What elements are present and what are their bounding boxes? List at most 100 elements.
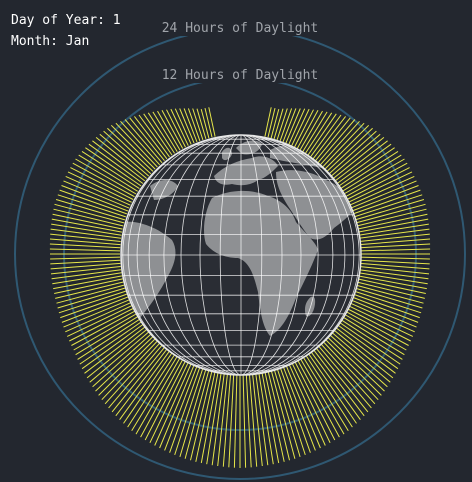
daylight-ray bbox=[315, 117, 351, 162]
daylight-ray bbox=[77, 318, 140, 360]
daylight-ray bbox=[134, 116, 168, 160]
daylight-ray bbox=[50, 233, 121, 242]
daylight-ray bbox=[270, 108, 280, 139]
daylight-ray bbox=[135, 357, 181, 435]
daylight-ray bbox=[338, 321, 401, 365]
daylight-ray bbox=[187, 108, 201, 142]
daylight-ray bbox=[351, 296, 419, 323]
daylight-ray bbox=[346, 167, 410, 200]
daylight-ray bbox=[294, 109, 314, 148]
europe bbox=[214, 156, 278, 186]
daylight-ray bbox=[355, 203, 426, 224]
daylight-ray bbox=[120, 120, 161, 166]
daylight-ray bbox=[328, 130, 377, 175]
daylight-ray bbox=[312, 116, 346, 160]
daylight-ray bbox=[359, 233, 430, 242]
daylight-ray bbox=[359, 262, 430, 270]
daylight-ray bbox=[52, 213, 123, 230]
daylight-ray bbox=[302, 356, 349, 431]
daylight-ray bbox=[161, 110, 184, 149]
daylight-ray bbox=[279, 108, 293, 142]
daylight-ray bbox=[157, 110, 181, 151]
month-value: Jan bbox=[65, 34, 90, 49]
daylight-ray bbox=[350, 299, 417, 328]
daylight-ray bbox=[336, 143, 392, 184]
longitude-line bbox=[148, 135, 334, 375]
daylight-ray bbox=[119, 350, 170, 420]
daylight-ray bbox=[55, 281, 124, 299]
daylight-ray bbox=[184, 369, 210, 459]
daylight-ray bbox=[144, 360, 186, 441]
daylight-ray bbox=[49, 243, 121, 249]
daylight-rays bbox=[49, 107, 431, 468]
daylight-ray bbox=[336, 324, 399, 370]
daylight-ray bbox=[53, 275, 123, 290]
daylight-ray bbox=[285, 364, 321, 449]
daylight-ray bbox=[330, 331, 391, 383]
daylight-ray bbox=[359, 248, 431, 252]
globe-graticule bbox=[121, 135, 361, 375]
daylight-ray bbox=[169, 366, 201, 453]
daylight-ray bbox=[317, 119, 356, 164]
daylight-ray bbox=[338, 147, 395, 187]
daylight-ray bbox=[354, 287, 423, 309]
daylight-ray bbox=[152, 111, 178, 152]
daylight-ray bbox=[304, 354, 353, 428]
daylight-ray bbox=[196, 108, 207, 140]
daylight-ray bbox=[55, 199, 126, 221]
daylight-ray bbox=[51, 218, 123, 233]
daylight-ray bbox=[334, 326, 396, 374]
daylight-ray bbox=[107, 127, 154, 172]
daylight-ray bbox=[81, 150, 140, 190]
daylight-ray bbox=[92, 140, 146, 182]
daylight-ray bbox=[147, 112, 176, 154]
daylight-ray bbox=[53, 208, 124, 227]
daylight-ray bbox=[348, 171, 413, 203]
daylight-ray bbox=[57, 194, 127, 218]
daylight-ray bbox=[334, 140, 388, 182]
daylight-ray bbox=[291, 108, 310, 146]
daylight-ray bbox=[332, 329, 394, 379]
daylight-ray bbox=[95, 336, 154, 392]
daylight-ray bbox=[359, 266, 430, 275]
daylight-ray bbox=[355, 284, 424, 304]
month-label: Month: bbox=[11, 34, 66, 49]
daylight-ray bbox=[270, 369, 296, 459]
daylight-ray bbox=[276, 108, 288, 141]
daylight-ray bbox=[50, 262, 121, 270]
longitude-line bbox=[122, 135, 360, 375]
daylight-ray bbox=[84, 326, 146, 374]
daylight-ray bbox=[357, 278, 426, 294]
day-of-year-value: 1 bbox=[112, 13, 121, 28]
daylight-ray bbox=[88, 143, 144, 184]
daylight-ray bbox=[296, 359, 340, 438]
daylight-ray bbox=[267, 370, 290, 461]
daylight-ray bbox=[317, 344, 372, 409]
daylight-ray bbox=[296, 110, 319, 149]
daylight-ray bbox=[192, 108, 204, 141]
daylight-ray bbox=[159, 364, 195, 449]
daylight-ray bbox=[61, 185, 129, 212]
outer-ring-label: 24 Hours of Daylight bbox=[162, 21, 319, 36]
longitude-line bbox=[219, 135, 263, 375]
daylight-ray bbox=[264, 107, 272, 137]
daylight-ray bbox=[315, 346, 369, 413]
daylight-ray bbox=[71, 310, 135, 346]
inner-ring-label: 12 Hours of Daylight bbox=[162, 68, 319, 83]
daylight-ray bbox=[58, 290, 127, 314]
britain bbox=[222, 147, 232, 161]
daylight-ray bbox=[179, 368, 207, 458]
daylight-ray bbox=[358, 272, 428, 285]
daylight-ray bbox=[352, 189, 421, 215]
daylight-ray bbox=[349, 175, 415, 206]
daylight-ray bbox=[174, 108, 192, 145]
south-america bbox=[121, 221, 176, 328]
daylight-ray bbox=[140, 359, 184, 438]
daylight-ray bbox=[217, 373, 228, 467]
daylight-ray bbox=[340, 150, 399, 190]
daylight-ray bbox=[358, 228, 430, 239]
daylight-ray bbox=[310, 350, 361, 420]
daylight-ray bbox=[357, 218, 429, 233]
daylight-ray bbox=[343, 158, 405, 195]
daylight-ray bbox=[291, 362, 331, 444]
